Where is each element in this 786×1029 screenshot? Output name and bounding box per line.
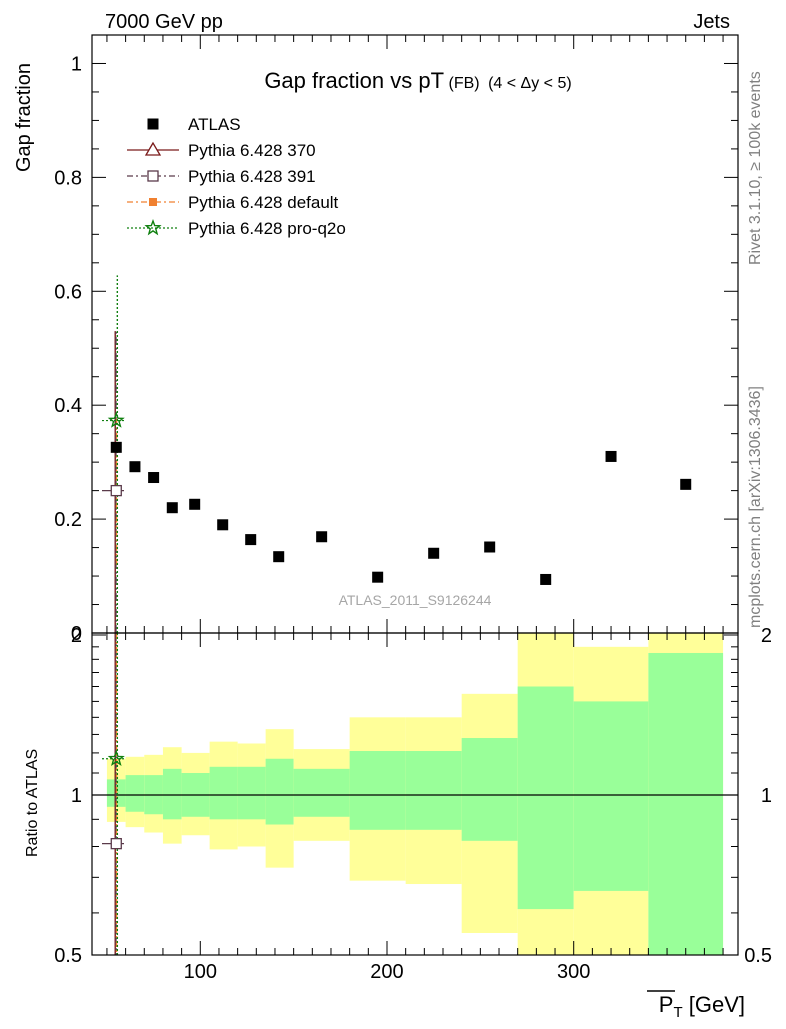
legend-label-3: Pythia 6.428 default	[188, 193, 339, 212]
atlas-point-12	[540, 573, 552, 585]
green-band-1	[125, 775, 145, 812]
main-y-tick-label-0: 0	[71, 623, 82, 645]
x-axis-title: PT [GeV]	[659, 992, 745, 1021]
mc391-marker-ratio	[110, 837, 122, 850]
ratio-y-tick-label-left-0: 0.5	[54, 945, 82, 967]
plot-title: Gap fraction vs pT (FB) (4 < Δy < 5)	[264, 68, 571, 93]
legend-label-1: Pythia 6.428 370	[188, 141, 316, 160]
atlas-point-2	[148, 472, 160, 484]
x-tick-label-1: 200	[370, 961, 403, 983]
atlas-point-1	[129, 461, 141, 473]
mc391-marker-main	[110, 484, 122, 497]
main-y-tick-label-1: 0.2	[54, 509, 82, 531]
legend-label-2: Pythia 6.428 391	[188, 167, 316, 186]
main-y-tick-label-3: 0.6	[54, 281, 82, 303]
main-y-tick-label-5: 1	[71, 53, 82, 75]
ratio-y-tick-label-right-1: 1	[761, 785, 772, 807]
axes: 0 0.2 0.4 0.6 0.8 1 100 200 300 0.5 0.5 1 1 2 2	[54, 34, 772, 983]
green-band-7	[265, 758, 294, 825]
legend-label-0: ATLAS	[188, 115, 241, 134]
atlas-point-13	[605, 450, 617, 462]
ratio-y-axis-title: Ratio to ATLAS	[24, 749, 41, 857]
ratio-y-tick-label-right-0: 0.5	[744, 945, 772, 967]
green-band-3	[162, 768, 182, 820]
legend-marker-3	[149, 198, 157, 206]
mcplots-source-note: mcplots.cern.ch [arXiv:1306.3436]	[747, 386, 764, 628]
green-band-14	[648, 652, 724, 955]
x-tick-label-0: 100	[184, 961, 217, 983]
beam-energy-label: 7000 GeV pp	[105, 11, 223, 33]
ratio-y-tick-label-right-2: 2	[761, 625, 772, 647]
green-band-13	[573, 701, 649, 891]
green-band-12	[517, 686, 574, 910]
main-y-axis-title: Gap fraction	[13, 63, 35, 172]
analysis-watermark: ATLAS_2011_S9126244	[339, 592, 492, 608]
atlas-point-6	[245, 534, 257, 546]
green-band-8	[293, 768, 350, 817]
ratio-frame	[91, 632, 739, 956]
atlas-point-5	[217, 519, 229, 531]
ratio-uncertainty-bands	[92, 633, 738, 955]
rivet-version-note: Rivet 3.1.10, ≥ 100k events	[747, 71, 764, 265]
green-band-6	[237, 766, 266, 820]
legend-label-4: Pythia 6.428 pro-q2o	[188, 219, 346, 238]
legend: ATLAS Pythia 6.428 370 Pythia 6.428 391 Pyt…	[127, 115, 346, 238]
proq2o-marker-main	[107, 411, 125, 428]
green-band-5	[209, 766, 238, 820]
x-tick-label-2: 300	[557, 961, 590, 983]
legend-marker-4	[144, 218, 162, 236]
green-band-9	[349, 750, 406, 830]
main-y-tick-label-4: 0.8	[54, 167, 82, 189]
legend-marker-1	[144, 141, 162, 156]
atlas-point-14	[680, 478, 692, 490]
atlas-point-11	[484, 541, 496, 553]
green-band-10	[405, 750, 462, 830]
atlas-point-3	[166, 502, 178, 514]
atlas-point-0	[110, 441, 122, 453]
proq2o-marker-ratio	[107, 749, 125, 767]
process-label: Jets	[693, 11, 730, 33]
data-points	[102, 411, 692, 850]
ratio-y-tick-label-left-2: 2	[71, 625, 82, 647]
atlas-point-8	[316, 531, 328, 543]
ratio-y-tick-label-left-1: 1	[71, 785, 82, 807]
mc-error-lines	[102, 275, 124, 955]
atlas-point-10	[428, 547, 440, 559]
green-band-11	[461, 738, 518, 841]
atlas-point-7	[273, 551, 285, 563]
main-y-tick-label-2: 0.4	[54, 395, 82, 417]
legend-marker-2	[147, 170, 159, 182]
legend-marker-0	[147, 118, 159, 130]
atlas-point-9	[372, 571, 384, 583]
atlas-point-4	[189, 498, 201, 510]
